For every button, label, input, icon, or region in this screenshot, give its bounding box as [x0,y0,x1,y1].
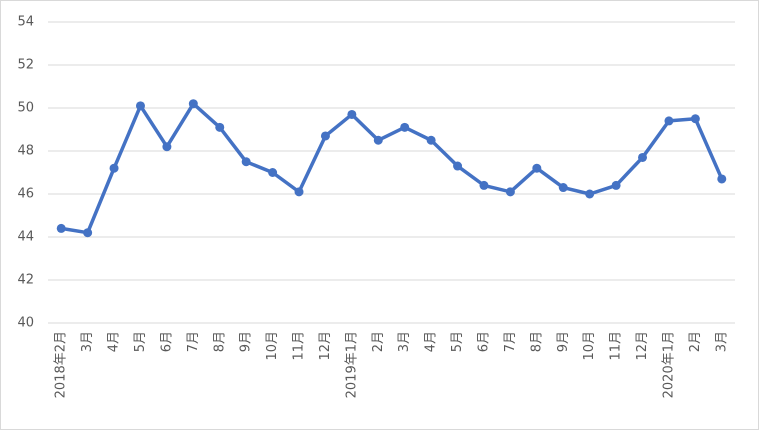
line [60,101,724,235]
x-tick-label: 6月 [159,331,174,352]
marker [532,163,542,173]
x-tick-label: 8月 [529,331,544,352]
x-tick-label: 9月 [239,331,254,352]
marker [453,161,463,171]
marker [294,187,304,197]
marker [320,131,330,141]
x-tick-label: 11月 [292,331,307,361]
x-tick-label: 3月 [397,331,412,352]
x-tick-label: 12月 [318,331,333,361]
y-tick-label: 50 [17,101,34,116]
marker [56,223,66,233]
x-tick-label: 2月 [371,331,386,352]
x-tick-label: 5月 [133,331,148,352]
x-tick-label: 11月 [609,331,624,361]
x-tick-label: 4月 [107,331,122,352]
marker [664,116,674,126]
marker [215,122,225,132]
marker [611,180,621,190]
marker [505,187,515,197]
marker [426,135,436,145]
x-tick-label: 2月 [688,331,703,352]
x-tick-label: 3月 [80,331,95,352]
x-tick-label: 7月 [186,331,201,352]
x-tick-label: 3月 [714,331,729,352]
marker [479,180,489,190]
x-tick-label: 2019年1月 [344,331,359,398]
marker [717,174,727,184]
marker [241,157,251,167]
marker [83,228,93,238]
marker [558,183,568,193]
x-tick-label: 2020年1月 [661,331,676,398]
y-tick-label: 52 [17,58,34,73]
x-tick-label: 10月 [582,331,597,361]
y-tick-label: 44 [17,230,34,245]
marker [585,189,595,199]
x-tick-label: 7月 [503,331,518,352]
y-tick-label: 54 [17,15,34,30]
marker [638,152,648,162]
marker [347,109,357,119]
marker [109,163,119,173]
x-tick-label: 2018年2月 [54,331,69,398]
y-tick-label: 40 [17,316,34,331]
marker [268,168,278,177]
y-tick-label: 42 [17,273,34,288]
x-tick-label: 12月 [635,331,650,361]
marker [188,99,198,109]
marker [400,122,410,132]
marker [373,135,383,145]
x-tick-label: 10月 [265,331,280,361]
x-tick-label: 4月 [424,331,439,352]
marker [162,142,172,152]
y-tick-label: 46 [17,187,34,202]
marker [135,101,145,111]
x-tick-label: 6月 [476,331,491,352]
x-tick-label: 8月 [212,331,227,352]
x-tick-label: 5月 [450,331,465,352]
marker [690,114,700,124]
y-tick-label: 48 [17,144,34,159]
x-tick-label: 9月 [556,331,571,352]
